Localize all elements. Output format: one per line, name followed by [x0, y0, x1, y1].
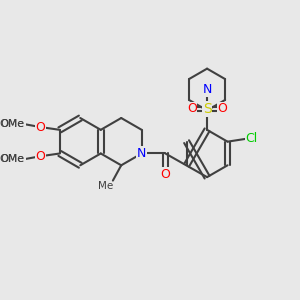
Text: OMe: OMe	[0, 119, 24, 129]
Text: O: O	[35, 150, 45, 163]
Text: O: O	[160, 168, 170, 181]
Text: O: O	[218, 103, 227, 116]
Text: O: O	[35, 121, 45, 134]
Text: Cl: Cl	[246, 132, 258, 146]
Text: O: O	[35, 121, 45, 134]
Text: O: O	[35, 150, 45, 163]
Text: OMe: OMe	[0, 154, 25, 164]
Text: OMe: OMe	[0, 154, 24, 164]
Text: O: O	[187, 103, 197, 116]
Text: OMe: OMe	[0, 119, 25, 129]
Text: Me: Me	[98, 181, 113, 190]
Text: S: S	[203, 102, 212, 116]
Text: N: N	[202, 83, 212, 96]
Text: N: N	[137, 147, 146, 160]
